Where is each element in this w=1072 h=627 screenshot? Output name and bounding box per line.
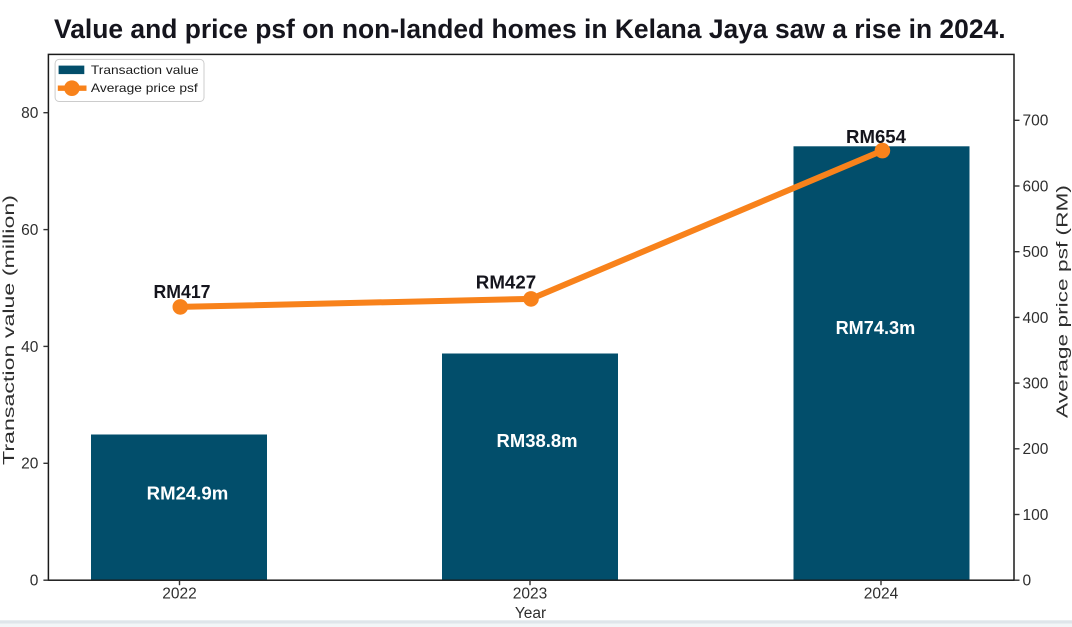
svg-text:RM417: RM417: [154, 282, 211, 302]
svg-text:0: 0: [1023, 573, 1032, 590]
svg-text:RM24.9m: RM24.9m: [147, 484, 229, 504]
svg-text:100: 100: [1023, 507, 1049, 524]
svg-text:RM38.8m: RM38.8m: [497, 431, 578, 451]
svg-text:700: 700: [1023, 113, 1049, 130]
svg-text:500: 500: [1023, 244, 1049, 261]
svg-text:600: 600: [1023, 178, 1049, 195]
svg-text:200: 200: [1023, 441, 1049, 458]
svg-text:2024: 2024: [864, 586, 899, 603]
svg-text:0: 0: [30, 573, 39, 590]
svg-text:RM427: RM427: [476, 273, 536, 293]
svg-text:RM74.3m: RM74.3m: [836, 318, 916, 338]
svg-text:Transaction value (million): Transaction value (million): [1, 195, 18, 465]
svg-text:300: 300: [1023, 376, 1049, 393]
svg-text:Value and price psf on non-lan: Value and price psf on non-landed homes …: [54, 14, 1006, 44]
svg-text:Year: Year: [515, 605, 546, 622]
svg-text:2023: 2023: [513, 586, 547, 603]
svg-text:Transaction value: Transaction value: [91, 63, 199, 77]
svg-text:Average price psf (RM): Average price psf (RM): [1054, 185, 1071, 418]
svg-text:20: 20: [21, 456, 39, 473]
svg-text:80: 80: [21, 105, 39, 122]
svg-text:60: 60: [21, 222, 39, 239]
svg-text:2022: 2022: [162, 586, 196, 603]
svg-text:Average price psf: Average price psf: [91, 81, 199, 95]
svg-text:400: 400: [1023, 310, 1049, 327]
svg-text:40: 40: [21, 339, 39, 356]
svg-text:RM654: RM654: [846, 127, 906, 147]
